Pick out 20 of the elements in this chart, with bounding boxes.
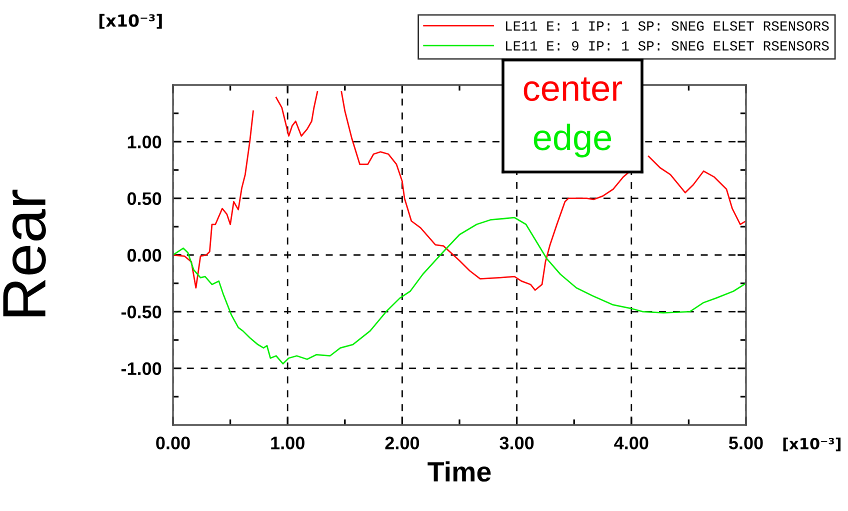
x-tick-label: 5.00 [728,436,763,450]
text: [x10⁻³] [783,438,841,452]
text: [x10⁻³] [99,14,162,29]
x-tick-label: 2.00 [385,436,420,450]
y-tick-label: 1.00 [128,136,162,148]
x-tick-label: 0.00 [156,436,190,450]
x-tick-label: 3.00 [500,436,534,450]
y-tick-label: -1.00 [121,362,162,376]
y-tick-label: 0.00 [127,248,162,262]
annotation: center [524,77,622,102]
x-tick-label: 4.00 [614,436,648,450]
legend-label: LE11 E: 1 IP: 1 SP: SNEG ELSET RSENSORS [506,21,829,31]
annotation: edge [534,124,612,158]
y-tick-label: -0.50 [121,306,162,318]
line-series [173,216,746,364]
legend-label: LE11 E: 9 IP: 1 SP: SNEG ELSET RSENSORS [506,41,829,51]
y-axis-title: Rear [3,190,46,316]
x-tick-label: 1.00 [271,436,304,450]
x-axis-title: Time [428,461,491,482]
y-tick-label: 0.50 [127,192,162,206]
